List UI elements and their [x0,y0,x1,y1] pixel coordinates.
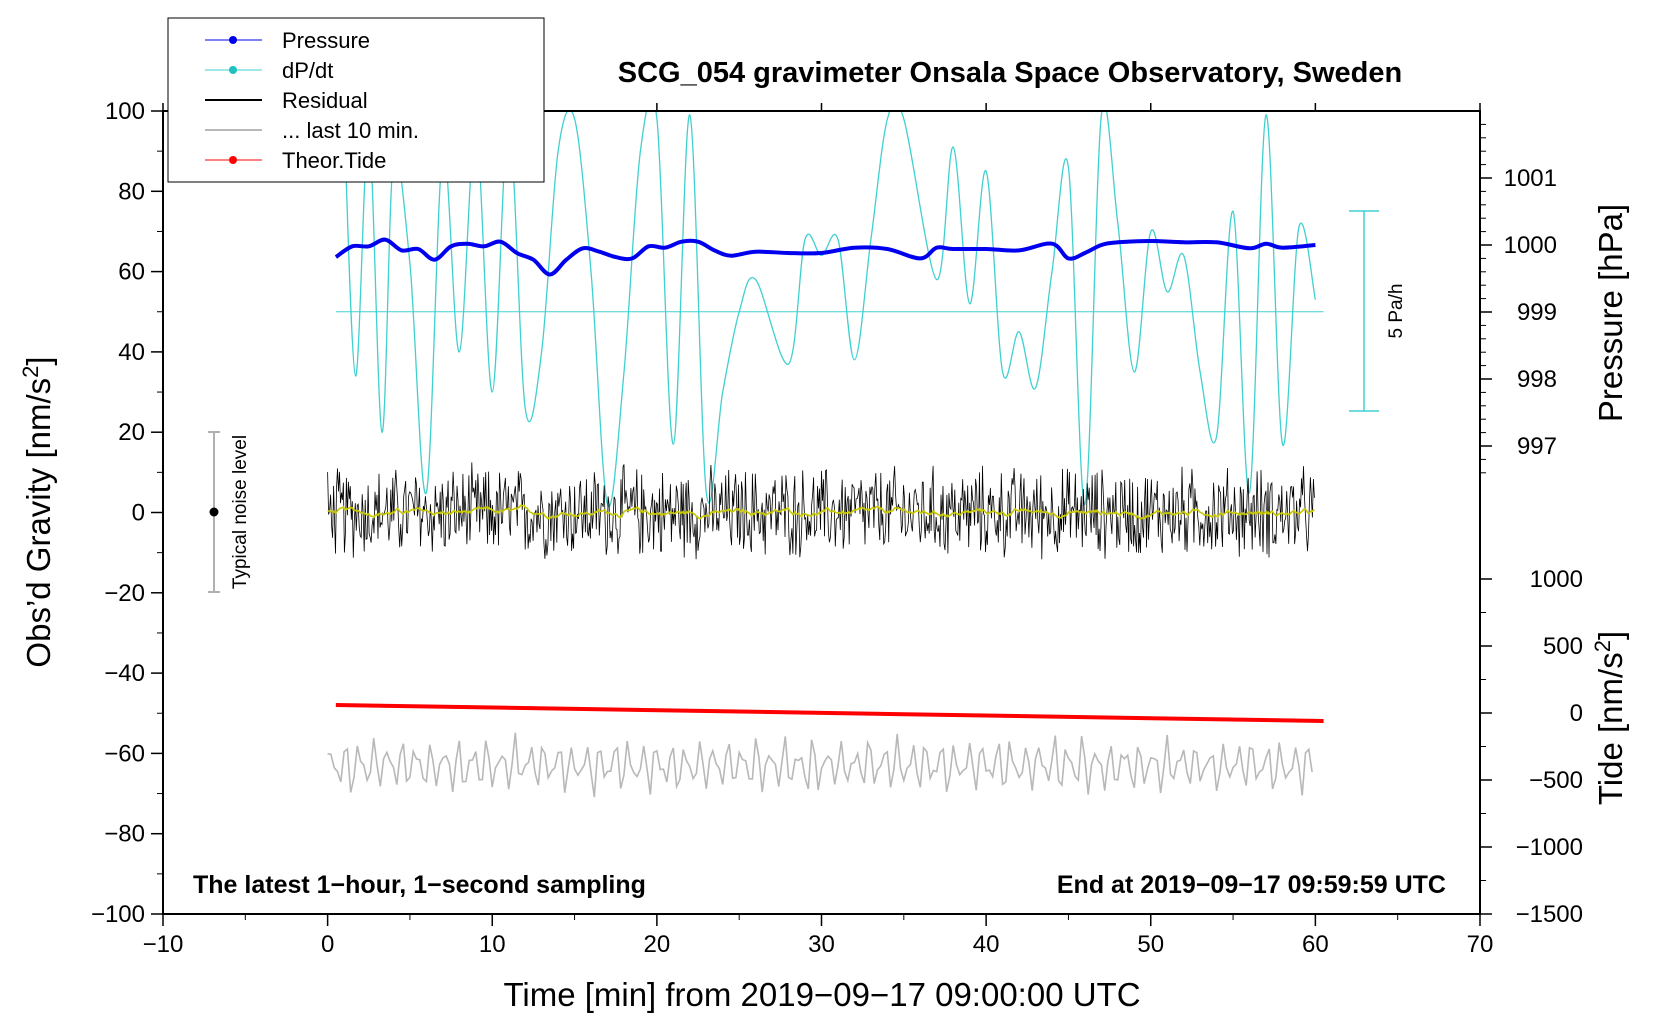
legend-tide-marker [229,156,237,164]
tide-axis-label-end: ] [1592,631,1629,640]
noise-level-label: Typical noise level [230,435,251,589]
residual-smoothed-line [327,504,1315,521]
x-tick-label: −10 [143,931,184,958]
x-tick-label: 70 [1467,931,1494,958]
legend-pressure-label: Pressure [282,28,370,53]
y-tick-label: 20 [118,419,145,446]
noise-bar-center-dot [209,507,219,517]
axes-layer: −10 0 10 20 30 40 50 60 70−100−80−60−40−20020406… [91,98,1583,958]
tide-tick-label: 0 [1570,700,1583,727]
y-axis-label-end: ] [20,356,57,365]
x-axis-label: Time [min] from 2019−09−17 09:00:00 UTC [503,976,1140,1013]
y-axis-label: Obs’d Gravity [nm/s2] [18,356,57,667]
y-tick-label: 60 [118,259,145,286]
legend-dpdt-label: dP/dt [282,58,333,83]
note-end-time: End at 2019−09−17 09:59:59 UTC [1057,871,1446,899]
tide-axis-label-main: Tide [nm/s [1592,652,1629,805]
x-tick-label: 0 [321,931,334,958]
y-tick-label: −80 [104,821,145,848]
legend-entry-tide: Theor.Tide [205,148,386,173]
tide-tick-label: −500 [1529,767,1583,794]
series-clip-group [327,111,1324,798]
tide-tick-label: −1000 [1516,834,1583,861]
pressure-tick-label: 999 [1517,299,1557,326]
y-tick-label: 80 [118,178,145,205]
pressure-tick-label: 998 [1517,366,1557,393]
legend-entry-pressure: Pressure [205,28,370,53]
x-tick-label: 40 [973,931,1000,958]
legend-residual-label: Residual [282,88,368,113]
note-latest-hour: The latest 1−hour, 1−second sampling [193,871,646,899]
pressure-axis-label: Pressure [hPa] [1592,204,1629,422]
legend-entry-residual: Residual [205,88,368,113]
x-tick-label: 50 [1137,931,1164,958]
pressure-tick-label: 1000 [1504,232,1557,259]
y-tick-label: −60 [104,740,145,767]
x-tick-label: 60 [1302,931,1329,958]
legend-entry-dpdt: dP/dt [205,58,333,83]
tide-tick-label: −1500 [1516,901,1583,928]
y-tick-label: 0 [132,500,145,527]
legend: Pressure dP/dt Residual ... last 10 min.… [167,17,545,183]
legend-last10-label: ... last 10 min. [282,118,419,143]
legend-entry-last10: ... last 10 min. [205,118,419,143]
x-tick-label: 10 [479,931,506,958]
noise-level-indicator: Typical noise level [208,431,251,593]
tide-axis-label: Tide [nm/s2] [1590,631,1629,805]
y-tick-label: 100 [105,98,145,125]
tide-axis-label-sup: 2 [1590,640,1615,652]
dpdt-series-line [343,111,1317,508]
tide-series-line [335,702,1324,724]
x-tick-label: 30 [808,931,835,958]
y-tick-label: −40 [104,660,145,687]
pressure-series-line [334,237,1316,277]
tide-tick-label: 1000 [1530,566,1583,593]
scale-bar-label: 5 Pa/h [1386,284,1407,339]
y-tick-label: 40 [118,339,145,366]
y-axis-label-main: Obs’d Gravity [nm/s [20,378,57,668]
legend-tide-label: Theor.Tide [282,148,386,173]
y-axis-label-sup: 2 [18,366,43,378]
y-tick-label: −100 [91,901,145,928]
pressure-tick-label: 997 [1517,433,1557,460]
residual-series-line [327,462,1315,560]
x-tick-label: 20 [644,931,671,958]
last10-series-line [327,732,1313,798]
legend-dpdt-marker [229,66,237,74]
legend-pressure-marker [229,36,237,44]
dpdt-scale-bar: 5 Pa/h [1349,210,1407,412]
y-tick-label: −20 [104,580,145,607]
series-layer [327,111,1324,798]
tide-tick-label: 500 [1543,633,1583,660]
pressure-tick-label: 1001 [1504,165,1557,192]
chart-title: SCG_054 gravimeter Onsala Space Observat… [618,57,1402,89]
